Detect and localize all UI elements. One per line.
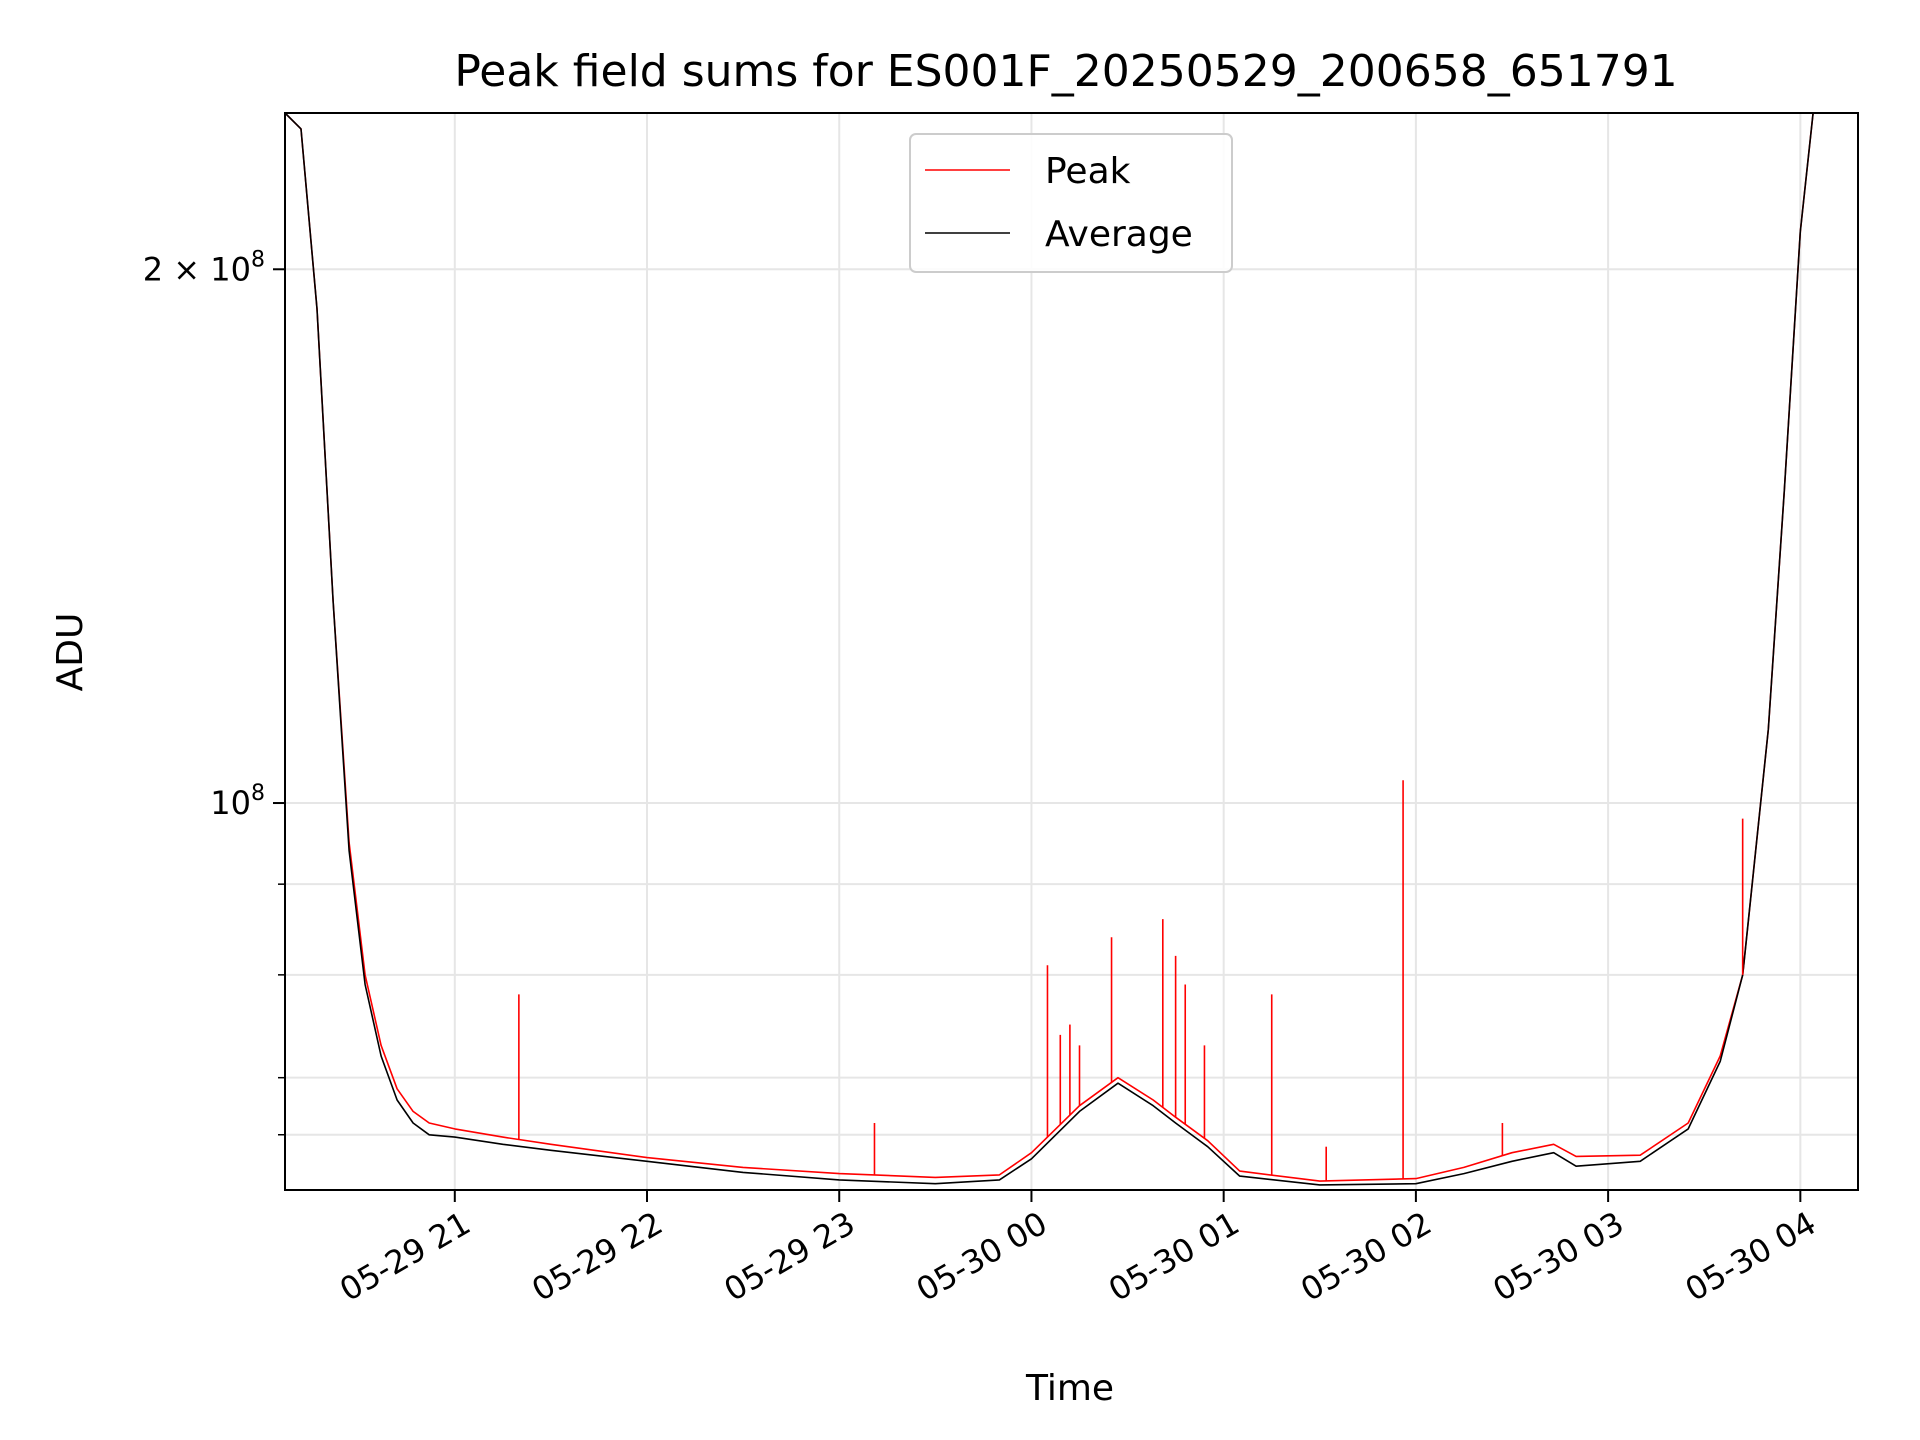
legend: Peak Average <box>909 133 1233 273</box>
legend-peak-label: Peak <box>1045 151 1131 192</box>
series-line-peak <box>284 112 1858 1182</box>
y-axis-ticks: 108 2 × 108 <box>143 247 285 1136</box>
y-tick-label: 108 <box>210 781 265 822</box>
legend-average-label: Average <box>1045 214 1193 255</box>
legend-box <box>909 133 1233 273</box>
x-axis-label: Time <box>1025 1368 1114 1409</box>
series-line-average <box>284 112 1858 1186</box>
y-axis-label: ADU <box>50 613 91 692</box>
chart-title: Peak field sums for ES001F_20250529_2006… <box>454 46 1677 97</box>
series-group <box>284 112 1858 1186</box>
y-tick-label: 2 × 108 <box>143 247 265 288</box>
plot-frame <box>284 112 1859 1191</box>
